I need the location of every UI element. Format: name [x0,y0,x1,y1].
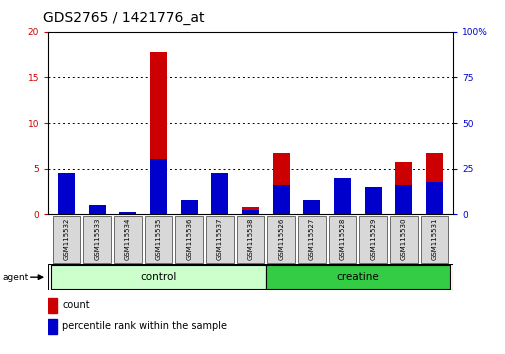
FancyBboxPatch shape [328,216,356,263]
Text: GSM115534: GSM115534 [125,218,131,260]
Text: GSM115532: GSM115532 [63,218,69,260]
Text: creatine: creatine [336,272,378,282]
FancyBboxPatch shape [175,216,203,263]
Bar [58,173,75,214]
FancyBboxPatch shape [83,216,111,263]
Text: percentile rank within the sample: percentile rank within the sample [62,321,227,331]
FancyBboxPatch shape [144,216,172,263]
FancyBboxPatch shape [297,216,325,263]
Bar [48,319,57,334]
Bar [119,212,136,214]
Bar [211,200,228,214]
Bar [364,188,381,214]
Bar [333,179,350,214]
Bar [425,182,442,214]
FancyBboxPatch shape [236,216,264,263]
Bar [150,159,167,214]
Text: GSM115538: GSM115538 [247,218,253,260]
Text: control: control [140,272,176,282]
FancyBboxPatch shape [53,216,80,263]
Text: GSM115531: GSM115531 [431,218,437,260]
FancyBboxPatch shape [420,216,447,263]
Bar [333,178,350,214]
Bar [88,205,106,214]
Text: GSM115535: GSM115535 [155,218,161,260]
Bar [394,162,412,214]
Bar [303,206,320,214]
FancyBboxPatch shape [206,216,233,263]
Bar [211,173,228,214]
Text: GSM115537: GSM115537 [216,218,222,260]
FancyBboxPatch shape [359,216,386,263]
FancyBboxPatch shape [389,216,417,263]
Text: GSM115528: GSM115528 [339,218,345,260]
Text: GSM115526: GSM115526 [278,218,284,260]
Bar [241,210,259,214]
Bar [88,206,106,214]
Text: agent: agent [3,273,29,282]
Bar [394,184,412,214]
Bar [119,212,136,214]
FancyBboxPatch shape [267,216,294,263]
Bar [58,200,75,214]
FancyBboxPatch shape [114,216,141,263]
Bar [425,153,442,214]
Bar [241,207,259,214]
FancyBboxPatch shape [265,265,449,290]
Text: GSM115527: GSM115527 [308,218,314,260]
Bar [272,184,289,214]
Text: count: count [62,300,90,310]
Text: GSM115536: GSM115536 [186,218,192,260]
Bar [272,153,289,214]
Text: GSM115529: GSM115529 [369,218,375,260]
Text: GSM115533: GSM115533 [94,218,100,260]
Text: GDS2765 / 1421776_at: GDS2765 / 1421776_at [43,11,204,25]
Bar [150,52,167,214]
Text: GSM115530: GSM115530 [400,218,406,260]
Bar [180,200,197,214]
Bar [48,298,57,313]
Bar [180,206,197,214]
Bar [303,200,320,214]
Bar [364,187,381,214]
FancyBboxPatch shape [51,265,265,290]
